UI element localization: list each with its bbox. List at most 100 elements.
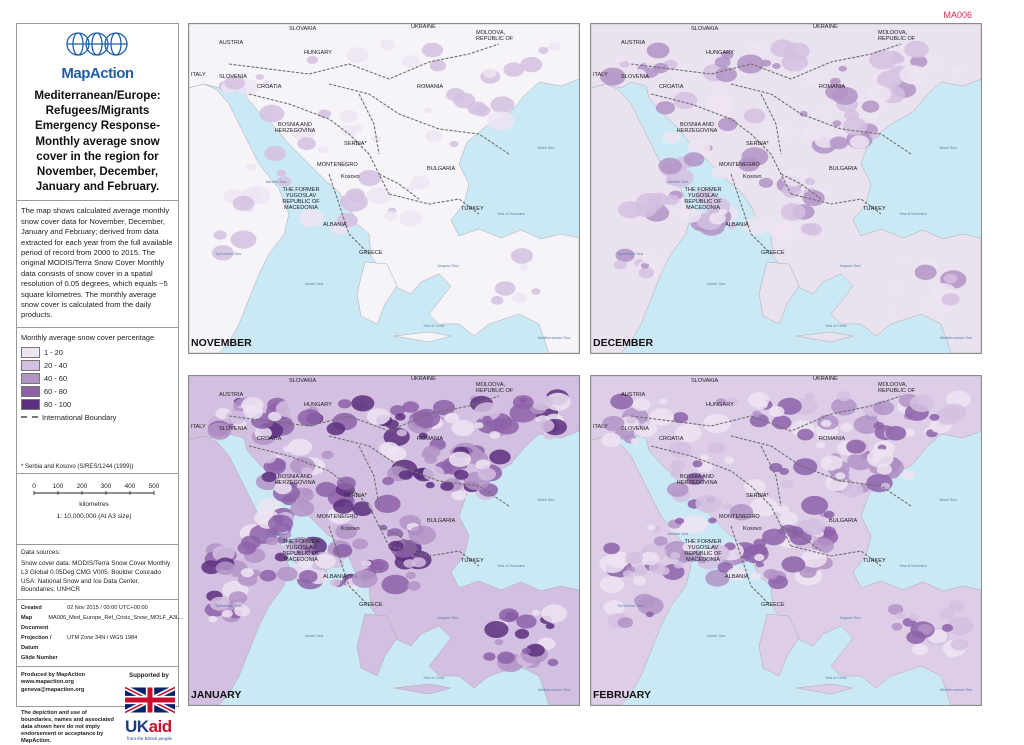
country-label-montenegro: MONTENEGRO: [719, 514, 760, 520]
meta-row: Created 02 Nov 2015 / 00:00 UTC+00:00: [21, 604, 148, 611]
sources-text: Snow cover data: MODIS/Terra Snow Cover …: [21, 560, 171, 585]
scale-ratio: 1: 10,000,000 (At A3 size): [57, 513, 132, 520]
scale-tick-label: 500: [149, 483, 160, 490]
country-label-albania: ALBANIA: [725, 574, 749, 580]
country-label-serbia: SERBIA*: [746, 493, 769, 499]
country-label-italy: ITALY: [191, 424, 206, 430]
country-label-kosovo: Kosovo: [743, 526, 762, 532]
sources-heading: Data sources:: [21, 548, 61, 556]
legend-item: 80 - 100: [21, 398, 174, 411]
panel-month-title: FEBRUARY: [593, 689, 651, 701]
country-label-bulgaria: BULGARIA: [427, 166, 456, 172]
sea-label-ionian: Ionian Sea: [304, 634, 324, 638]
data-sources: Data sources: Snow cover data: MODIS/Ter…: [17, 545, 178, 600]
legend-swatch: [21, 346, 40, 358]
country-label-greece: GREECE: [761, 250, 785, 256]
country-label-montenegro: MONTENEGRO: [719, 162, 760, 168]
country-label-moldova: MOLDOVA, REPUBLIC OF: [476, 382, 514, 394]
sea-label-marmara: Sea of Marmara: [497, 564, 525, 568]
panel-month-title: JANUARY: [191, 689, 242, 701]
map-panel-february: FEBRUARY SLOVAKIA UKRAINE MOLDOVA, REPUBLIC…: [590, 375, 982, 706]
country-label-montenegro: MONTENEGRO: [317, 514, 358, 520]
sea-label-adriatic: Adriatic Sea: [265, 180, 287, 184]
sea-label-marmara: Sea of Marmara: [497, 212, 525, 216]
sea-label-med: Mediterranean Sea: [939, 688, 973, 692]
country-label-montenegro: MONTENEGRO: [317, 162, 358, 168]
country-label-turkey: TURKEY: [461, 206, 484, 212]
map-info-sidebar: MapAction Mediterranean/Europe: Refugees…: [16, 23, 184, 744]
scale-tick-label: 0: [32, 483, 36, 490]
country-label-bulgaria: BULGARIA: [829, 518, 858, 524]
country-label-austria: AUSTRIA: [621, 40, 646, 46]
legend-item: 1 - 20: [21, 346, 174, 359]
sea-label-marmara: Sea of Marmara: [899, 564, 927, 568]
sea-label-tyrrhenian: Tyrrhenian Sea: [215, 604, 241, 608]
sea-label-black_sea: Black Sea: [537, 146, 555, 150]
country-label-slovakia: SLOVAKIA: [289, 378, 317, 384]
country-label-kosovo: Kosovo: [743, 174, 762, 180]
country-label-austria: AUSTRIA: [219, 40, 244, 46]
country-label-bosnia: BOSNIA AND HERZEGOVINA: [676, 474, 718, 486]
legend-item: 40 - 60: [21, 372, 174, 385]
ukaid-tagline: from the British people: [127, 735, 173, 741]
legend-boundary: International Boundary: [21, 411, 174, 424]
country-label-romania: ROMANIA: [417, 436, 444, 442]
sea-label-aegean: Aegean Sea: [839, 616, 861, 620]
sea-label-adriatic: Adriatic Sea: [667, 532, 689, 536]
country-label-turkey: TURKEY: [863, 558, 886, 564]
country-label-austria: AUSTRIA: [219, 392, 244, 398]
country-label-hungary: HUNGARY: [706, 50, 734, 56]
map-panel-december: DECEMBER SLOVAKIA UKRAINE MOLDOVA, REPUBLIC…: [590, 23, 982, 354]
sea-label-crete: Sea of Crete: [825, 676, 847, 680]
ukaid-logo: UKaid: [125, 716, 172, 736]
sea-label-ionian: Ionian Sea: [706, 634, 726, 638]
country-label-austria: AUSTRIA: [621, 392, 646, 398]
country-label-serbia: SERBIA*: [344, 493, 367, 499]
map-metadata: Created 02 Nov 2015 / 00:00 UTC+00:00 Map…: [17, 600, 184, 667]
sea-label-med: Mediterranean Sea: [939, 336, 973, 340]
map-panel-november: NOVEMBER SLOVAKIA UKRAINE MOLDOVA, REPUBLIC…: [188, 23, 580, 354]
country-label-moldova: MOLDOVA, REPUBLIC OF: [476, 30, 514, 42]
country-label-bulgaria: BULGARIA: [427, 518, 456, 524]
mapaction-logo: MapAction: [17, 24, 178, 84]
country-label-greece: GREECE: [359, 250, 383, 256]
country-label-kosovo: Kosovo: [341, 174, 360, 180]
country-label-italy: ITALY: [593, 72, 608, 78]
sea-label-tyrrhenian: Tyrrhenian Sea: [215, 252, 241, 256]
country-label-slovakia: SLOVAKIA: [691, 378, 719, 384]
produced-by: Produced by MapAction www.mapaction.org …: [21, 671, 86, 693]
country-label-albania: ALBANIA: [725, 222, 749, 228]
country-label-slovakia: SLOVAKIA: [691, 26, 719, 32]
international-boundaries: [228, 395, 510, 607]
country-label-turkey: TURKEY: [461, 558, 484, 564]
sea-label-tyrrhenian: Tyrrhenian Sea: [617, 252, 643, 256]
boundary-line-symbol: [21, 416, 38, 419]
international-boundaries: [630, 43, 912, 255]
country-label-kosovo: Kosovo: [341, 526, 360, 532]
country-label-bosnia: BOSNIA AND HERZEGOVINA: [274, 474, 316, 486]
country-label-macedonia: THE FORMER YUGOSLAV REPUBLIC OF MACEDONI…: [282, 187, 320, 211]
credits: Produced by MapAction www.mapaction.org …: [17, 667, 178, 745]
brand-name: MapAction: [61, 65, 134, 82]
map-graphic: [591, 24, 981, 353]
sea-label-black_sea: Black Sea: [537, 498, 555, 502]
scale-tick-label: 300: [101, 483, 112, 490]
country-label-italy: ITALY: [191, 72, 206, 78]
country-label-italy: ITALY: [593, 424, 608, 430]
meta-row: Glide Number: [21, 654, 58, 661]
country-label-slovenia: SLOVENIA: [621, 74, 649, 80]
country-label-hungary: HUNGARY: [706, 402, 734, 408]
country-label-slovenia: SLOVENIA: [219, 426, 247, 432]
scale-tick-label: 200: [77, 483, 88, 490]
country-label-albania: ALBANIA: [323, 574, 347, 580]
country-label-moldova: MOLDOVA, REPUBLIC OF: [878, 382, 916, 394]
panel-month-title: NOVEMBER: [191, 337, 252, 349]
sea-label-aegean: Aegean Sea: [839, 264, 861, 268]
sea-label-crete: Sea of Crete: [423, 324, 445, 328]
international-boundaries: [630, 395, 912, 607]
country-label-slovenia: SLOVENIA: [219, 74, 247, 80]
legend-title: Monthly average snow cover percentage: [21, 332, 155, 342]
country-label-bulgaria: BULGARIA: [829, 166, 858, 172]
union-flag-icon: [125, 685, 175, 715]
map-graphic: [591, 376, 981, 705]
